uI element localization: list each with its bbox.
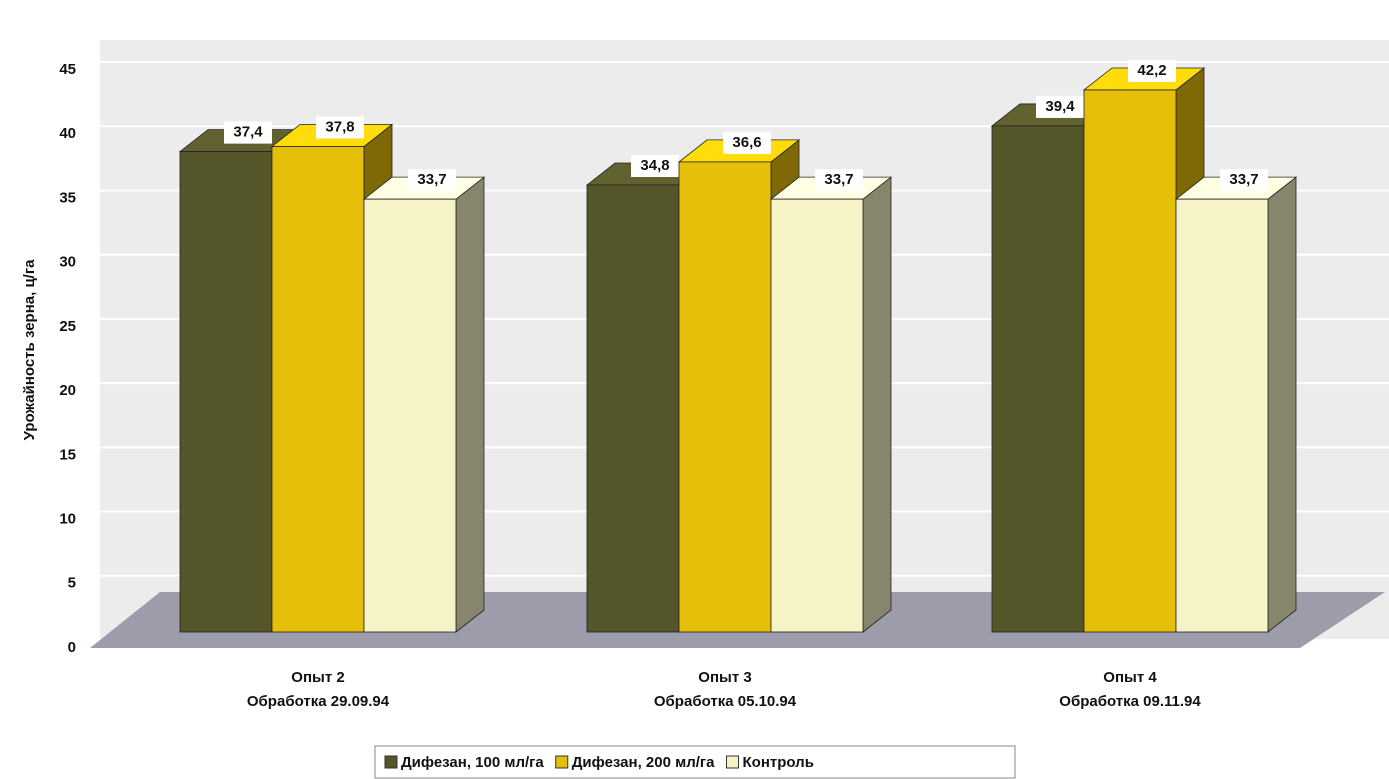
bar-front [179,151,273,633]
bar-side [862,176,892,633]
y-tick-label: 25 [59,318,76,335]
value-label: 37,8 [325,118,354,135]
value-label-box [723,131,771,154]
x-tick-label: Обработка 09.11.94 [1059,693,1201,710]
y-tick-label: 40 [59,125,76,142]
bar-side [455,176,485,633]
y-tick-label: 35 [59,189,76,206]
value-label-box [224,121,272,144]
bar [362,176,486,633]
bar-front [678,161,772,633]
legend-swatch [726,755,739,769]
y-tick-label: 45 [59,61,76,78]
value-label-box [1128,59,1176,82]
bar-front [1083,89,1177,633]
y-axis-label: Урожайность зерна, ц/га [21,259,38,441]
legend-label: Дифезан, 100 мл/га [401,754,544,771]
x-tick-label: Обработка 05.10.94 [654,693,797,710]
legend [374,745,1016,779]
legend-label: Дифезан, 200 мл/га [572,754,715,771]
value-label-box [1220,169,1268,192]
bar [769,176,893,633]
value-label: 39,4 [1045,98,1075,115]
value-label: 33,7 [417,171,446,188]
y-tick-label: 30 [59,254,76,271]
x-tick-label: Опыт 4 [1103,669,1157,686]
bar-front [271,146,365,633]
y-tick-label: 5 [68,575,76,592]
y-tick-label: 0 [68,639,76,656]
y-tick-label: 15 [59,446,76,463]
y-tick-label: 20 [59,382,76,399]
value-label: 33,7 [1229,171,1258,188]
bar [1174,176,1298,633]
value-label-box [408,169,456,192]
value-label: 37,4 [233,124,263,141]
bar-front [586,184,680,633]
x-tick-label: Опыт 3 [698,669,751,686]
legend-swatch [384,755,398,769]
value-label: 34,8 [640,157,669,174]
value-label: 42,2 [1137,62,1166,79]
legend-label: Контроль [743,754,814,771]
value-label-box [316,116,364,139]
y-tick-label: 10 [59,511,76,528]
value-label-box [815,169,863,192]
bar-front [991,125,1085,633]
bar-side [1267,176,1297,633]
bar-front [770,198,864,633]
value-label-box [1036,95,1084,118]
value-label: 33,7 [824,171,853,188]
bar-front [1175,198,1269,633]
legend-swatch [555,755,569,769]
value-label: 36,6 [732,134,761,151]
bar-front [363,198,457,633]
x-tick-label: Опыт 2 [291,669,344,686]
value-label-box [631,155,679,178]
x-tick-label: Обработка 29.09.94 [247,693,390,710]
